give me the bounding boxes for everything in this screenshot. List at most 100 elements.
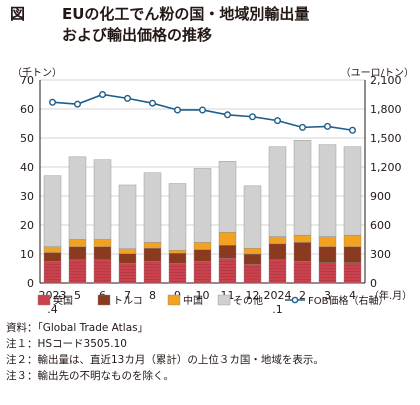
x-tick-label: 8 (149, 289, 156, 302)
x-tick-label: 4 (349, 289, 356, 302)
bar-segment (143, 172, 162, 243)
legend-label: 英国 (53, 294, 73, 307)
legend-marker (291, 296, 299, 304)
legend-label: FOB価格（右軸） (308, 294, 388, 307)
legend-label: トルコ (113, 296, 143, 307)
fob-price-point (349, 126, 357, 134)
x-tick-label: 10 (196, 289, 210, 302)
title-text-1: EUの化工でん粉の国・地域別輸出量 (62, 5, 310, 23)
bar-segment (168, 252, 187, 264)
fob-price-point (148, 99, 156, 107)
fob-price-point (73, 100, 81, 108)
bar-segment (243, 253, 262, 265)
y-tick-label: 70 (20, 74, 34, 87)
bar-segment (193, 168, 212, 243)
bar-segment (168, 183, 187, 251)
figure-title: 図 EUの化工でん粉の国・地域別輸出量 および輸出価格の推移 (10, 4, 410, 46)
y-tick-label: 10 (20, 248, 34, 261)
legend-swatch (167, 294, 181, 306)
bar-segment (243, 185, 262, 249)
bar-segment (293, 242, 312, 262)
x-tick-label: 12 (246, 289, 260, 302)
right-axis-unit: （ユーロ/トン） (340, 68, 414, 79)
bar-segment (318, 246, 337, 263)
x-tick-label: 7 (124, 289, 131, 302)
fob-price-point (274, 117, 282, 125)
bar-segment (93, 239, 112, 247)
y-tick-label: 40 (20, 161, 34, 174)
y2-tick-label: 1,800 (370, 103, 402, 116)
fob-price-point (173, 106, 181, 114)
bar-segment (343, 146, 362, 236)
left-axis-unit: （千トン） (12, 68, 62, 79)
title-line-2: および輸出価格の推移 (62, 26, 213, 44)
legend-swatch (217, 294, 231, 306)
bar-segment (218, 245, 237, 259)
bar-segment (193, 249, 212, 262)
y2-tick-label: 900 (370, 190, 391, 203)
bar-segment (93, 246, 112, 261)
bar-segment (243, 247, 262, 255)
bar-segment (268, 146, 287, 237)
bar-segment (343, 234, 362, 247)
legend-label: 中国 (183, 294, 203, 307)
fob-price-point (49, 98, 57, 106)
x-tick-label: 2024.1 (264, 289, 292, 316)
note-3: 注３：輸出先の不明なものを除く。 (6, 370, 174, 382)
y2-tick-label: 600 (370, 219, 391, 232)
bar-segment (43, 246, 62, 253)
bar-segment (268, 236, 287, 245)
legend-label: その他 (233, 294, 263, 307)
notes: 資料：「Global Trade Atlas」 注１：HSコード3505.10 … (6, 320, 324, 384)
bar-segment (293, 140, 312, 236)
bar-segment (118, 184, 137, 249)
bar-segment (218, 160, 237, 233)
bar-segment (218, 232, 237, 246)
fob-price-point (198, 106, 206, 114)
chart: 0 0 10 300 20 600 30 900 40 1,200 50 1,500 60 1,800 70… (20, 74, 412, 316)
bar-segment (68, 239, 87, 247)
y-tick-label: 0 (27, 277, 34, 290)
bar-segment (93, 159, 112, 240)
bar-segment (318, 144, 337, 237)
bar-segment (268, 243, 287, 261)
bar-segment (43, 261, 62, 284)
fob-price-point (98, 90, 106, 98)
source-note: 資料：「Global Trade Atlas」 (6, 322, 149, 334)
bar-segment (293, 234, 312, 243)
y-tick-label: 30 (20, 190, 34, 203)
note-2: 注２：輸出量は、直近13カ月（累計）の上位３カ国・地域を表示。 (6, 354, 324, 366)
fob-price-point (299, 123, 307, 131)
bar-segment (193, 242, 212, 250)
y2-tick-label: 1,500 (370, 132, 402, 145)
bar-segment (143, 247, 162, 262)
x-tick-label: 3 (324, 289, 331, 302)
note-1: 注１：HSコード3505.10 (6, 338, 127, 350)
x-tick-label: 2 (299, 289, 306, 302)
legend-swatch (97, 294, 111, 306)
y2-tick-label: 1,200 (370, 161, 402, 174)
figure-label: 図 (10, 5, 26, 23)
bar-segment (43, 252, 62, 262)
bar-segment (68, 246, 87, 261)
bar-segment (143, 261, 162, 284)
legend-swatch (37, 294, 51, 306)
bar-segment (293, 261, 312, 284)
fob-price-point (123, 94, 131, 102)
y2-tick-label: 0 (370, 277, 377, 290)
bar-segment (68, 156, 87, 240)
bar-segment (68, 259, 87, 284)
fob-price-point (324, 122, 332, 130)
y-tick-label: 60 (20, 103, 34, 116)
bar-segment (118, 248, 137, 254)
x-tick-label: 5 (74, 289, 81, 302)
title-line-1: 図 EUの化工でん粉の国・地域別輸出量 (10, 4, 410, 25)
y-tick-label: 50 (20, 132, 34, 145)
y2-tick-label: 300 (370, 248, 391, 261)
x-axis-unit: （年.月） (369, 289, 412, 302)
bar-segment (193, 261, 212, 284)
fob-price-point (223, 111, 231, 119)
bar-segment (93, 259, 112, 284)
fob-price-point (248, 113, 256, 121)
